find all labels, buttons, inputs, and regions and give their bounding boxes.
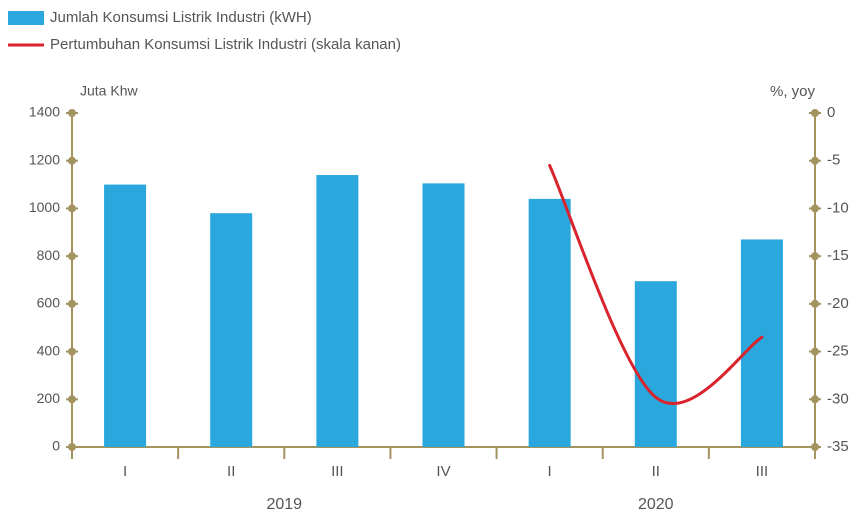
bar	[422, 183, 465, 447]
y2-tick-label: -10	[827, 199, 849, 216]
x-tick-label: I	[548, 463, 552, 480]
y2-tick-dot	[811, 252, 819, 261]
y2-tick-label: -25	[827, 343, 849, 360]
x-group-label: 2019	[266, 496, 302, 513]
bar	[316, 175, 359, 447]
y-tick-label: 1000	[29, 199, 60, 215]
bar	[104, 184, 147, 448]
line	[548, 163, 764, 406]
y2-tick-dot	[811, 156, 819, 165]
y-tick-label: 0	[52, 438, 60, 454]
bar	[210, 213, 253, 447]
y-tick-label: 1400	[29, 104, 60, 120]
bar	[528, 198, 571, 447]
y-tick-dot	[68, 299, 76, 308]
y2-tick-label: 0	[827, 104, 835, 121]
y-axis-label: Juta Khw	[80, 83, 138, 99]
bar	[634, 281, 677, 447]
legend-swatch	[8, 11, 44, 25]
x-tick-label: IV	[436, 463, 450, 480]
y-tick-label: 600	[37, 295, 61, 311]
y2-tick-dot	[811, 109, 819, 117]
bar	[740, 239, 783, 447]
y2-tick-dot	[811, 299, 819, 308]
y-tick-dot	[68, 395, 76, 404]
y-tick-label: 200	[37, 390, 61, 406]
y-tick-label: 1200	[29, 151, 60, 167]
legend-label: Pertumbuhan Konsumsi Listrik Industri (s…	[50, 36, 401, 53]
y-tick-dot	[68, 156, 76, 165]
y-tick-dot	[68, 204, 76, 213]
x-tick-label: I	[123, 463, 127, 480]
x-group-label: 2020	[638, 496, 674, 513]
y2-tick-label: -30	[827, 390, 849, 407]
y2-tick-label: -20	[827, 295, 849, 312]
y-tick-label: 400	[37, 342, 61, 358]
y2-axis-label: %, yoy	[770, 83, 816, 100]
x-tick-label: II	[227, 463, 235, 480]
y-tick-dot	[68, 252, 76, 261]
y2-tick-label: -15	[827, 247, 849, 264]
x-tick-label: III	[331, 463, 344, 480]
x-tick-label: II	[652, 463, 660, 480]
legend-label: Jumlah Konsumsi Listrik Industri (kWH)	[50, 9, 312, 26]
y-tick-dot	[68, 109, 76, 117]
y-tick-label: 800	[37, 247, 61, 263]
y2-tick-label: -35	[827, 438, 849, 455]
x-tick-label: III	[756, 463, 769, 480]
y2-tick-dot	[811, 395, 819, 404]
y2-tick-dot	[811, 347, 819, 356]
y2-tick-dot	[811, 204, 819, 213]
y2-tick-label: -5	[827, 152, 840, 169]
y-tick-dot	[68, 347, 76, 356]
